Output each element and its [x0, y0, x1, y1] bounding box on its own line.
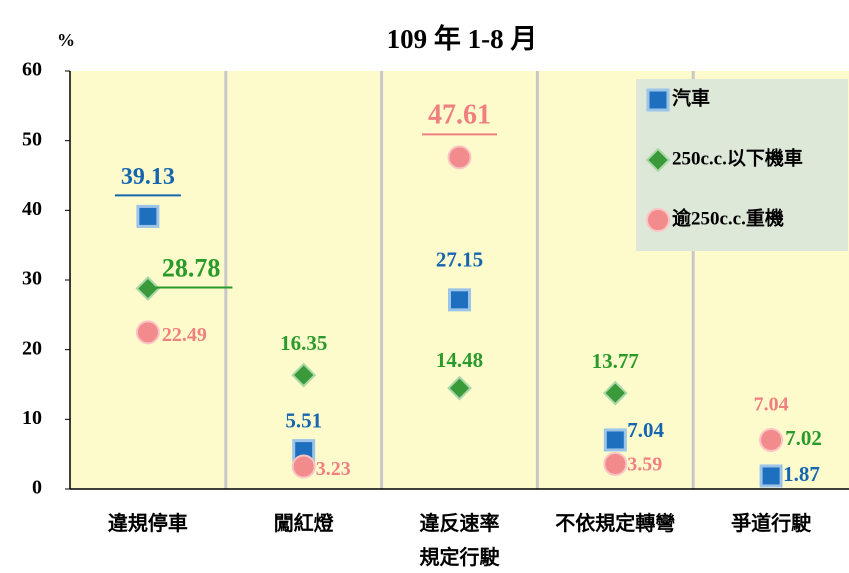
data-label: 3.59	[627, 454, 662, 476]
data-label: 27.15	[436, 248, 483, 272]
data-label: 7.04	[754, 394, 789, 416]
marker	[645, 147, 671, 173]
x-tick-label: 違規停車	[108, 511, 188, 535]
data-label: 28.78	[162, 253, 221, 282]
y-tick-label: 50	[22, 128, 42, 150]
legend-box	[636, 79, 848, 251]
x-tick-label: 闖紅燈	[274, 511, 335, 535]
marker	[646, 88, 670, 112]
legend-entry: 汽車	[646, 86, 710, 112]
marker	[603, 428, 627, 452]
data-label: 5.51	[285, 408, 322, 432]
marker	[448, 288, 471, 312]
data-label: 7.02	[785, 426, 822, 450]
y-tick-label: 10	[22, 407, 42, 429]
data-label: 39.13	[121, 164, 175, 190]
marker	[135, 320, 160, 345]
data-label: 16.35	[280, 331, 327, 355]
marker	[291, 362, 317, 388]
marker	[447, 375, 472, 401]
chart-subtitle: 109 年 1-8 月	[387, 23, 538, 54]
data-label: 47.61	[428, 100, 491, 131]
marker	[759, 427, 784, 452]
x-tick-label: 爭道行駛	[731, 511, 812, 535]
data-label: 7.04	[627, 418, 664, 442]
data-label: 14.48	[436, 348, 483, 372]
y-tick-label: 40	[22, 198, 42, 220]
marker	[136, 204, 160, 228]
x-tick-label: 不依規定轉彎	[555, 511, 675, 535]
marker	[646, 208, 670, 232]
marker	[291, 454, 316, 479]
data-label: 13.77	[592, 349, 639, 373]
legend-label: 逾250c.c.重機	[672, 206, 784, 229]
y-tick-label: 20	[22, 337, 42, 359]
legend-label: 250c.c.以下機車	[672, 146, 803, 169]
data-label: 22.49	[162, 324, 207, 346]
x-tick-label: 違反速率規定行駛	[420, 511, 501, 569]
legend-entry: 逾250c.c.重機	[646, 206, 784, 232]
legend-label: 汽車	[672, 86, 710, 109]
marker	[447, 145, 472, 170]
data-label: 3.23	[316, 458, 351, 480]
legend-entry: 250c.c.以下機車	[645, 146, 803, 173]
data-label: 1.87	[783, 462, 820, 486]
y-tick-label: 30	[22, 268, 42, 290]
y-tick-label: 60	[22, 59, 42, 81]
marker	[603, 451, 628, 476]
marker	[135, 276, 161, 301]
marker	[759, 464, 783, 488]
marker	[602, 380, 628, 406]
y-axis-label: %	[57, 30, 75, 50]
y-tick-label: 0	[32, 477, 42, 499]
